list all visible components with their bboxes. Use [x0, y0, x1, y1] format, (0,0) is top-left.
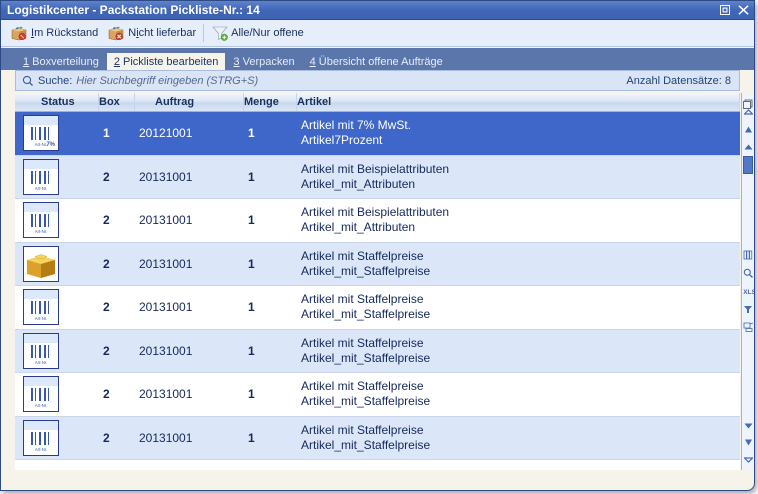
svg-text:XLS: XLS [743, 289, 754, 296]
